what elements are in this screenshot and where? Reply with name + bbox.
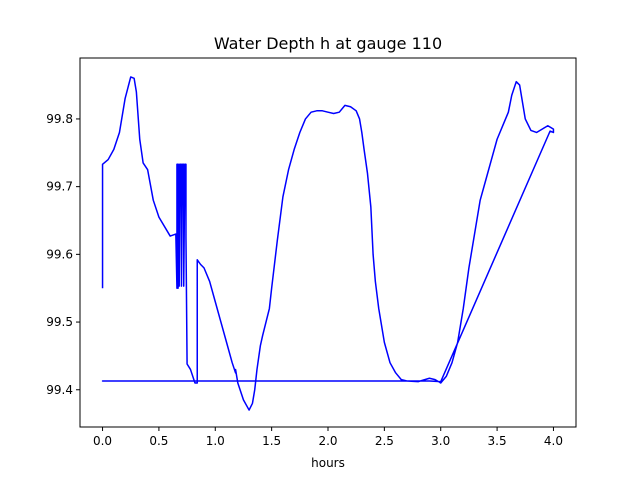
x-tick-label: 3.5 <box>488 434 507 448</box>
y-tick-label: 99.6 <box>46 247 73 261</box>
x-tick-label: 2.0 <box>318 434 337 448</box>
x-tick-label: 0.0 <box>93 434 112 448</box>
x-tick-label: 3.0 <box>431 434 450 448</box>
x-axis-label: hours <box>311 456 345 470</box>
y-tick-label: 99.8 <box>46 112 73 126</box>
x-tick-label: 0.5 <box>149 434 168 448</box>
y-tick-label: 99.4 <box>46 383 73 397</box>
y-tick-label: 99.7 <box>46 180 73 194</box>
series-line <box>101 76 555 411</box>
x-axis: 0.0 0.5 1.0 1.5 2.0 2.5 3.0 3.5 4.0 <box>93 427 563 448</box>
x-tick-label: 1.5 <box>262 434 281 448</box>
x-tick-label: 2.5 <box>375 434 394 448</box>
y-axis: 99.4 99.5 99.6 99.7 99.8 <box>46 112 80 397</box>
x-tick-label: 1.0 <box>206 434 225 448</box>
plot-area <box>101 76 555 411</box>
chart-title: Water Depth h at gauge 110 <box>214 34 442 53</box>
y-tick-label: 99.5 <box>46 315 73 329</box>
x-tick-label: 4.0 <box>544 434 563 448</box>
